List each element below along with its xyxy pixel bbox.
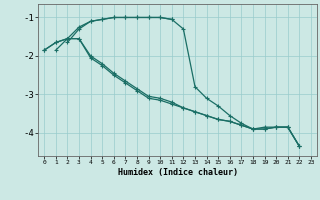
- X-axis label: Humidex (Indice chaleur): Humidex (Indice chaleur): [118, 168, 238, 177]
